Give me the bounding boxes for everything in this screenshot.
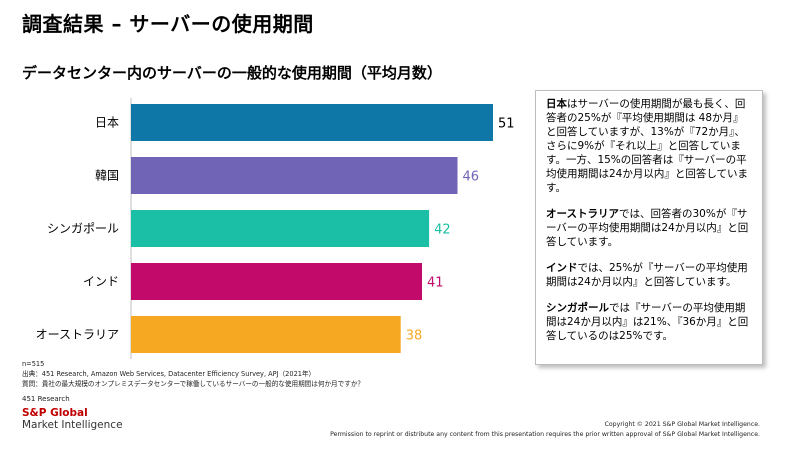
page-title: 調査結果 – サーバーの使用期間: [22, 12, 314, 36]
brand-name: S&P Global: [22, 407, 88, 419]
commentary-india: インドでは、25%が『サーバーの平均使用期間は24か月以内』と回答しています。: [546, 262, 748, 288]
question-note: 質問：貴社の最大規模のオンプレミスデータセンターで稼働しているサーバーの一般的な…: [22, 380, 365, 388]
research-label: 451 Research: [22, 395, 70, 403]
category-label-3: インド: [83, 275, 119, 289]
commentary-singapore: シンガポールでは『サーバーの平均使用期間は24か月以内』は21%、『36か月』と…: [546, 302, 749, 342]
value-label-3: 41: [427, 276, 444, 291]
commentary-australia: オーストラリアでは、回答者の30%が『サーバーの平均使用期間は24か月以内』と回…: [546, 208, 749, 248]
category-label-0: 日本: [95, 116, 119, 130]
bar-0: [131, 104, 493, 141]
source-note: 出典：451 Research, Amazon Web Services, Da…: [22, 370, 316, 378]
bar-1: [131, 157, 458, 194]
category-label-4: オーストラリア: [36, 328, 119, 342]
value-label-4: 38: [406, 329, 423, 344]
commentary-japan: 日本はサーバーの使用期間が最も長く、回答者の25%が『平均使用期間は 48か月』…: [546, 98, 749, 194]
value-label-2: 42: [434, 223, 451, 238]
brand-subname: Market Intelligence: [22, 419, 123, 431]
commentary-panel: 日本はサーバーの使用期間が最も長く、回答者の25%が『平均使用期間は 48か月』…: [535, 90, 763, 365]
copyright-text: Copyright © 2021 S&P Global Market Intel…: [604, 421, 760, 428]
category-label-1: 韓国: [95, 169, 119, 183]
value-label-0: 51: [498, 117, 515, 132]
sample-size: n=515: [22, 360, 45, 368]
chart-title: データセンター内のサーバーの一般的な使用期間（平均月数）: [22, 64, 442, 82]
permission-text: Permission to reprint or distribute any …: [330, 431, 760, 438]
bar-2: [131, 210, 430, 247]
bar-4: [131, 316, 401, 353]
footnotes: n=515 出典：451 Research, Amazon Web Servic…: [22, 359, 364, 389]
brand-logo: S&P Global Market Intelligence: [22, 407, 123, 432]
value-label-1: 46: [463, 170, 480, 185]
bar-3: [131, 263, 423, 300]
category-label-2: シンガポール: [47, 222, 119, 236]
